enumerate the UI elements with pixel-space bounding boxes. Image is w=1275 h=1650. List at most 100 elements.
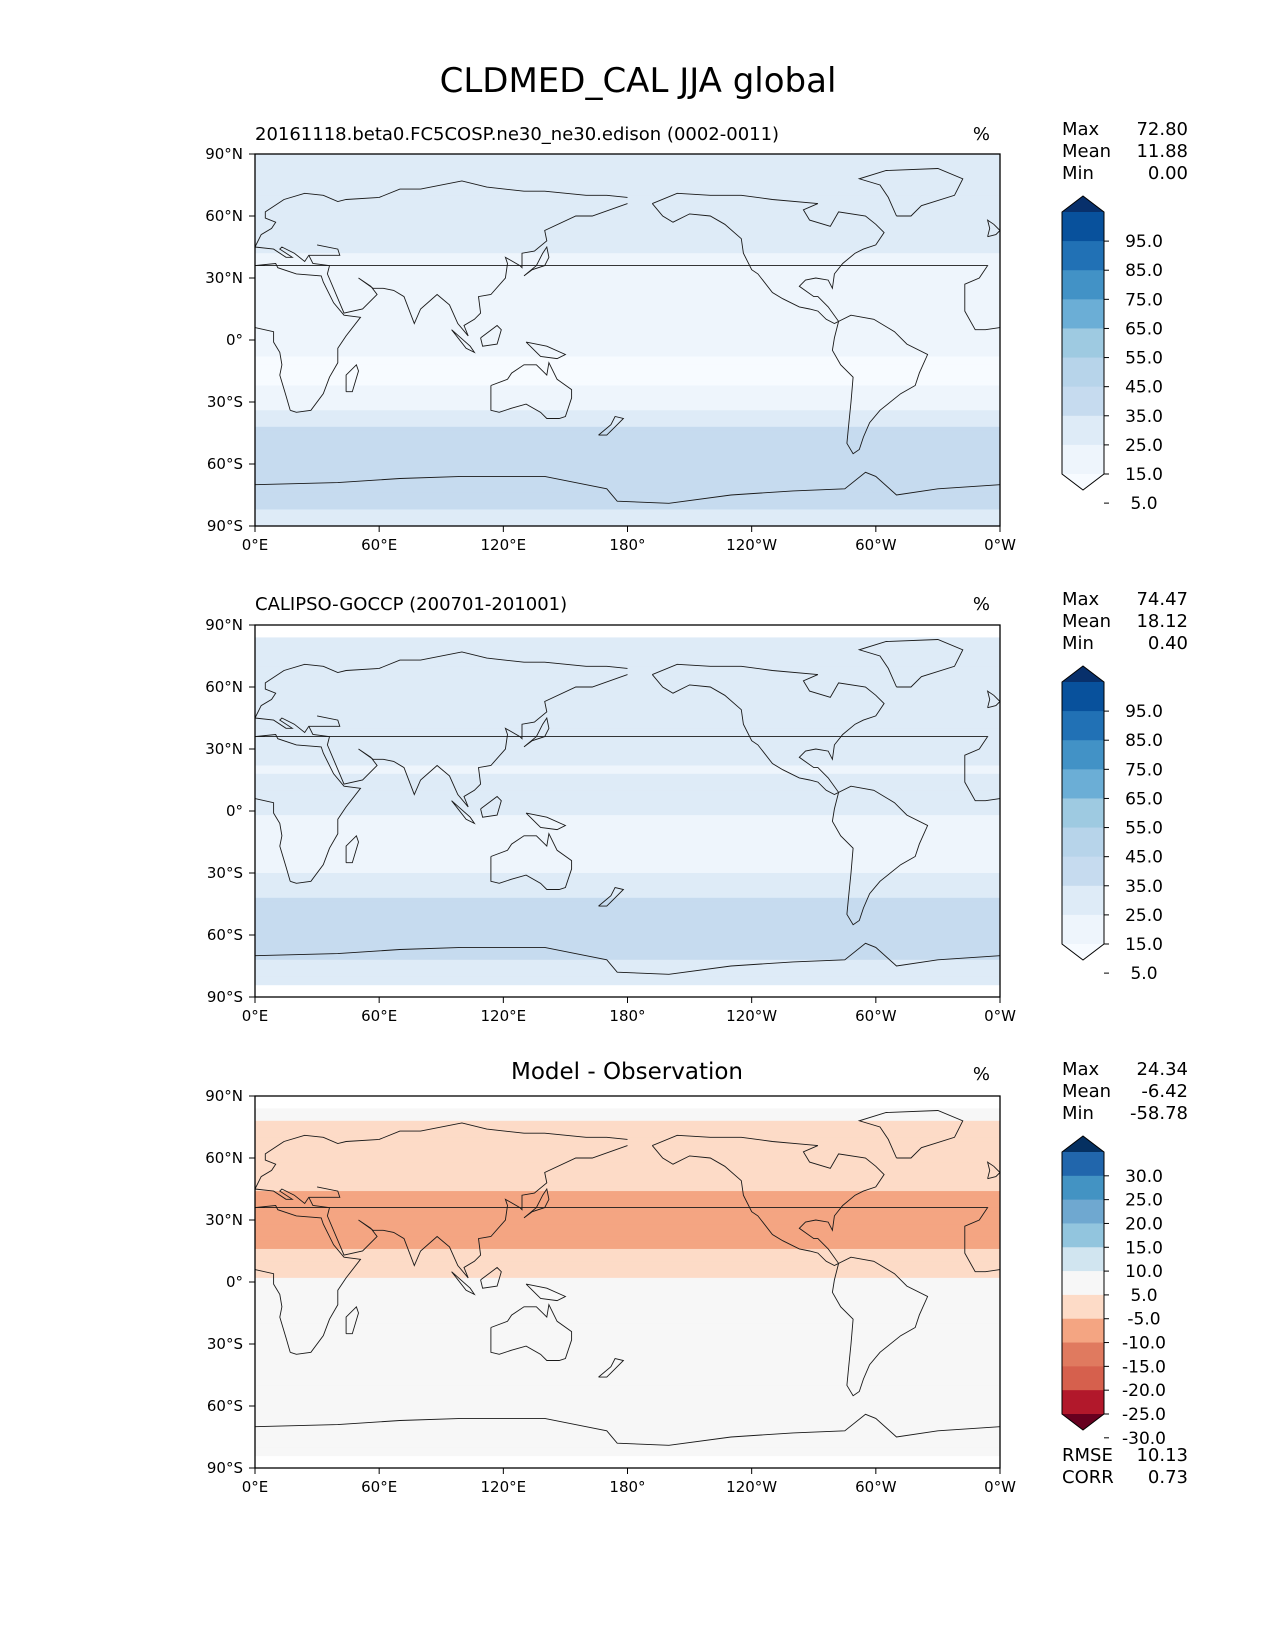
- stat-max-label: Max: [1062, 119, 1100, 140]
- zonal-band: [255, 1244, 1000, 1250]
- y-tick-label: 0°: [226, 331, 243, 349]
- zonal-band: [255, 1406, 1000, 1411]
- coastline: [598, 415, 625, 436]
- zonal-band: [255, 1348, 1000, 1353]
- colorbar-segment: [1062, 769, 1104, 799]
- zonal-band: [255, 790, 1000, 796]
- y-tick-label: 90°S: [207, 1459, 243, 1477]
- zonal-band: [255, 1240, 1000, 1246]
- coastline: [857, 1110, 964, 1159]
- x-tick-label: 0°W: [984, 1478, 1016, 1496]
- zonal-band: [255, 240, 1000, 246]
- coastline: [254, 1205, 1001, 1355]
- zonal-band: [255, 158, 1000, 163]
- x-tick-label: 60°W: [855, 536, 897, 554]
- coastline: [525, 1283, 567, 1302]
- zonal-band: [255, 509, 1000, 515]
- zonal-band: [255, 769, 1000, 775]
- zonal-band: [255, 311, 1000, 316]
- colorbar-segment: [1062, 1342, 1104, 1367]
- colorbar-segment: [1062, 1175, 1104, 1201]
- zonal-band: [255, 480, 1000, 486]
- zonal-band: [255, 1319, 1000, 1324]
- zonal-band: [255, 873, 1000, 878]
- zonal-band: [255, 959, 1000, 965]
- zonal-band: [255, 802, 1000, 808]
- coastline: [523, 245, 550, 277]
- zonal-band: [255, 670, 1000, 676]
- stat-mean-label: Mean: [1062, 141, 1111, 162]
- zonal-band: [255, 678, 1000, 684]
- coastline: [345, 363, 359, 393]
- zonal-band: [255, 728, 1000, 734]
- zonal-band: [255, 447, 1000, 453]
- colorbar-segment: [1062, 386, 1104, 417]
- zonal-band: [255, 827, 1000, 833]
- zonal-band: [255, 191, 1000, 196]
- zonal-band: [255, 154, 1000, 159]
- colorbar-tick-label: 85.0: [1125, 731, 1163, 751]
- zonal-band: [255, 381, 1000, 387]
- zonal-band: [255, 360, 1000, 366]
- stat-min-label: Min: [1062, 633, 1094, 654]
- zonal-band: [255, 682, 1000, 688]
- colorbar-tick-label: -15.0: [1122, 1357, 1166, 1377]
- colorbar-extend-min: [1062, 474, 1104, 490]
- colorbar-tick-label: 20.0: [1125, 1214, 1163, 1234]
- y-tick-label: 30°N: [205, 740, 243, 758]
- y-tick-label: 90°S: [207, 517, 243, 535]
- zonal-band: [255, 455, 1000, 461]
- zonal-band: [255, 711, 1000, 717]
- zonal-band: [255, 1381, 1000, 1386]
- colorbar: 95.0 85.0 75.0 65.0 55.0 45.0 35.0 25.0 15.0 5.0: [1061, 665, 1163, 984]
- coastline: [831, 785, 929, 926]
- zonal-band: [255, 327, 1000, 333]
- zonal-band: [255, 1401, 1000, 1407]
- coastline: [254, 263, 1001, 413]
- zonal-band: [255, 1133, 1000, 1138]
- zonal-band: [255, 753, 1000, 758]
- stat-max-label: Max: [1062, 589, 1100, 610]
- zonal-band: [255, 1306, 1000, 1312]
- stats-block: Max 72.80 Mean 11.88 Min 0.00: [1062, 119, 1188, 184]
- zonal-band: [255, 1310, 1000, 1316]
- coastline: [480, 324, 502, 347]
- y-tick-label: 90°N: [205, 616, 243, 634]
- colorbar-tick-label: 65.0: [1125, 789, 1163, 809]
- stat-mean-label: Mean: [1062, 611, 1111, 632]
- zonal-band: [255, 901, 1000, 907]
- zonal-band: [255, 162, 1000, 167]
- zonal-band: [255, 885, 1000, 891]
- zonal-band: [255, 488, 1000, 494]
- zonal-band: [255, 980, 1000, 986]
- y-tick-label: 60°N: [205, 207, 243, 225]
- zonal-band: [255, 368, 1000, 374]
- y-tick-label: 30°N: [205, 1211, 243, 1229]
- stats-block: Max 74.47 Mean 18.12 Min 0.40: [1062, 589, 1188, 654]
- zonal-band: [255, 1364, 1000, 1370]
- zonal-band: [255, 852, 1000, 858]
- zonal-band: [255, 207, 1000, 213]
- colorbar-segment: [1062, 1223, 1104, 1248]
- zonal-band: [255, 1141, 1000, 1147]
- zonal-band: [255, 393, 1000, 399]
- zonal-band: [255, 736, 1000, 742]
- zonal-band: [255, 724, 1000, 729]
- colorbar-tick-label: 95.0: [1125, 702, 1163, 722]
- zonal-band: [255, 947, 1000, 953]
- zonal-band: [255, 765, 1000, 771]
- zonal-band: [255, 294, 1000, 300]
- zonal-band: [255, 306, 1000, 312]
- zonal-band: [255, 1443, 1000, 1448]
- zonal-band: [255, 406, 1000, 411]
- zonal-band: [255, 410, 1000, 415]
- zonal-band: [255, 687, 1000, 692]
- y-tick-label: 30°S: [207, 1335, 243, 1353]
- zonal-band: [255, 1261, 1000, 1267]
- zonal-band: [255, 897, 1000, 903]
- y-tick-label: 60°S: [207, 455, 243, 473]
- coastline: [598, 1357, 625, 1378]
- colorbar-segment: [1062, 740, 1104, 770]
- coastline: [254, 715, 341, 734]
- zonal-band: [255, 414, 1000, 420]
